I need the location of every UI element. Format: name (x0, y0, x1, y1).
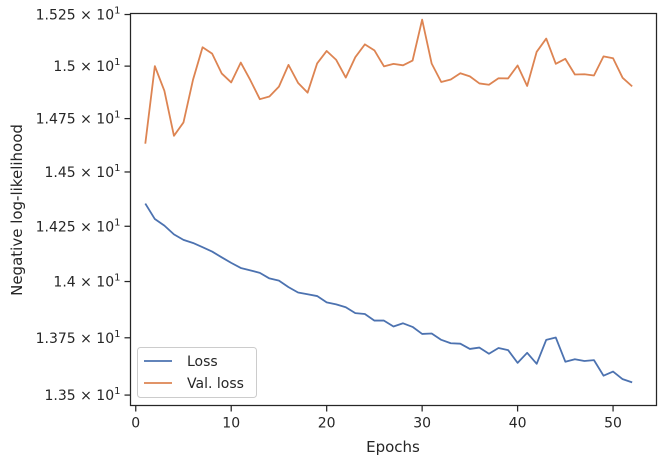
y-axis-ticks: 1.35 × 101 1.375 × 101 1.4 × 101 1.425 × 10… (36, 6, 131, 404)
legend-label-val-loss: Val. loss (187, 376, 244, 392)
y-tick-label: 1.5 × 101 (53, 57, 120, 75)
y-tick-label: 1.525 × 101 (36, 6, 121, 24)
y-tick-label: 1.375 × 101 (36, 329, 121, 347)
legend-box (137, 347, 257, 398)
x-axis-title: Epochs (366, 438, 420, 456)
x-tick-label: 0 (131, 416, 140, 432)
legend: Loss Val. loss (137, 347, 257, 398)
legend-label-loss: Loss (187, 354, 218, 370)
x-tick-label: 50 (604, 416, 622, 432)
series-line-val-loss (144, 18, 633, 144)
x-tick-label: 20 (318, 416, 336, 432)
y-axis-title: Negative log-likelihood (8, 124, 26, 296)
x-tick-label: 40 (509, 416, 527, 432)
y-tick-label: 1.425 × 101 (36, 217, 121, 235)
plot-frame (129, 12, 658, 407)
y-tick-label: 1.45 × 101 (45, 163, 121, 181)
series-line-loss (144, 203, 633, 384)
y-tick-label: 1.35 × 101 (45, 386, 121, 404)
y-tick-label: 1.475 × 101 (36, 110, 121, 128)
x-tick-label: 30 (413, 416, 431, 432)
x-tick-label: 10 (222, 416, 240, 432)
y-tick-label: 1.4 × 101 (53, 273, 120, 291)
series-lines (144, 18, 633, 384)
x-axis-ticks: 0 10 20 30 40 50 (131, 405, 622, 432)
